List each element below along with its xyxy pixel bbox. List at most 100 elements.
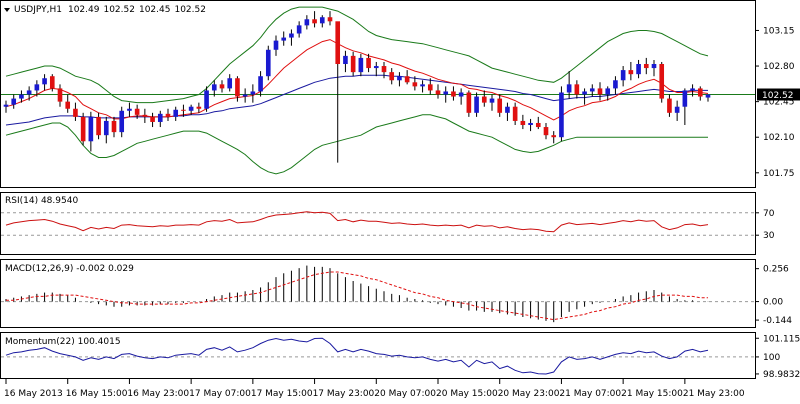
candle-body xyxy=(373,66,379,69)
candle-body xyxy=(281,37,287,41)
x-tick-label: 21 May 15:00 xyxy=(621,389,683,399)
macd-y-tick-label: 0.256 xyxy=(763,265,789,275)
candle xyxy=(535,116,541,130)
price-y-tick-label: 102.80 xyxy=(763,62,795,72)
candle xyxy=(489,94,495,111)
rsi-y-tick-label: 30 xyxy=(763,231,775,241)
candle-body xyxy=(289,33,294,38)
candle-body xyxy=(80,116,86,142)
dropdown-arrow-icon[interactable] xyxy=(4,8,10,12)
candle-body xyxy=(312,19,317,24)
candle xyxy=(451,86,456,101)
candle xyxy=(690,84,695,97)
candle-body xyxy=(103,120,109,136)
candle-body xyxy=(474,96,479,113)
momentum-layer xyxy=(1,337,755,375)
candle-body xyxy=(420,84,425,87)
candle-body xyxy=(250,91,256,95)
candle-body xyxy=(227,78,233,89)
candle xyxy=(19,90,24,103)
candle xyxy=(350,51,356,77)
candle-body xyxy=(636,64,641,75)
candle-body xyxy=(73,108,78,117)
x-tick-label: 17 May 15:00 xyxy=(251,389,313,399)
momentum-y-tick-label: 100 xyxy=(763,353,780,363)
candle-body xyxy=(49,76,55,89)
candle-body xyxy=(690,88,695,91)
candle-body xyxy=(165,113,171,117)
candle-body xyxy=(219,84,225,89)
candle xyxy=(636,59,641,79)
candle xyxy=(497,94,503,117)
candle xyxy=(566,71,572,99)
candle-body xyxy=(181,109,186,111)
candle xyxy=(273,35,279,56)
candle xyxy=(3,100,9,113)
candle xyxy=(165,108,171,121)
candle xyxy=(589,84,595,97)
candle xyxy=(157,110,163,128)
candle xyxy=(127,102,132,117)
bollinger-lower-line xyxy=(5,114,708,175)
rsi-y-tick-label: 70 xyxy=(763,209,775,219)
current-price-label: 102.52 xyxy=(762,91,794,101)
candle-body xyxy=(574,84,580,95)
candle xyxy=(605,86,611,101)
candle-body xyxy=(551,135,557,138)
candle-body xyxy=(613,80,618,89)
candle xyxy=(412,76,418,91)
candle xyxy=(111,116,117,138)
candle xyxy=(304,15,310,30)
x-tick-label: 17 May 07:00 xyxy=(189,389,251,399)
candle xyxy=(219,80,225,93)
momentum-y-tick-label: 98.9832 xyxy=(763,370,800,380)
momentum-line xyxy=(5,337,709,375)
candle xyxy=(49,74,55,92)
candle-body xyxy=(404,76,410,83)
candle-body xyxy=(235,78,240,97)
candle xyxy=(667,94,672,117)
candle xyxy=(96,112,101,140)
candle xyxy=(651,59,657,77)
x-tick-label: 20 May 15:00 xyxy=(436,389,498,399)
candle xyxy=(296,21,302,38)
candle xyxy=(597,82,603,101)
candle-body xyxy=(19,94,24,99)
candle-body xyxy=(358,57,364,73)
candle xyxy=(559,86,564,142)
candle-body xyxy=(412,82,418,87)
candle xyxy=(682,88,688,126)
candle-body xyxy=(11,98,17,105)
candle xyxy=(150,112,155,128)
candle xyxy=(358,53,364,77)
candle-body xyxy=(57,88,63,102)
candle xyxy=(312,11,317,28)
x-tick-label: 17 May 23:00 xyxy=(313,389,375,399)
candle-body xyxy=(265,49,271,77)
momentum-label: Momentum(22) 100.4015 xyxy=(5,337,121,347)
candle-body xyxy=(258,76,263,92)
candle-body xyxy=(319,17,325,24)
candle-body xyxy=(389,72,395,81)
candle xyxy=(574,80,580,99)
candle-body xyxy=(150,116,155,122)
candle xyxy=(458,88,464,105)
candle xyxy=(404,70,410,85)
candle-body xyxy=(458,92,464,97)
candle-body xyxy=(528,122,533,126)
candle xyxy=(42,74,47,91)
macd-y-tick-label: -0.144 xyxy=(763,316,792,326)
candle xyxy=(327,11,333,26)
candle xyxy=(366,53,371,73)
candle-body xyxy=(397,76,402,81)
macd-layer xyxy=(1,265,755,323)
candle xyxy=(674,100,680,121)
candle-body xyxy=(520,120,526,126)
candle xyxy=(381,61,387,79)
candles-layer xyxy=(3,11,711,163)
candle-body xyxy=(173,109,179,117)
candle xyxy=(227,74,233,92)
candle-body xyxy=(350,55,356,73)
candle xyxy=(57,84,63,107)
